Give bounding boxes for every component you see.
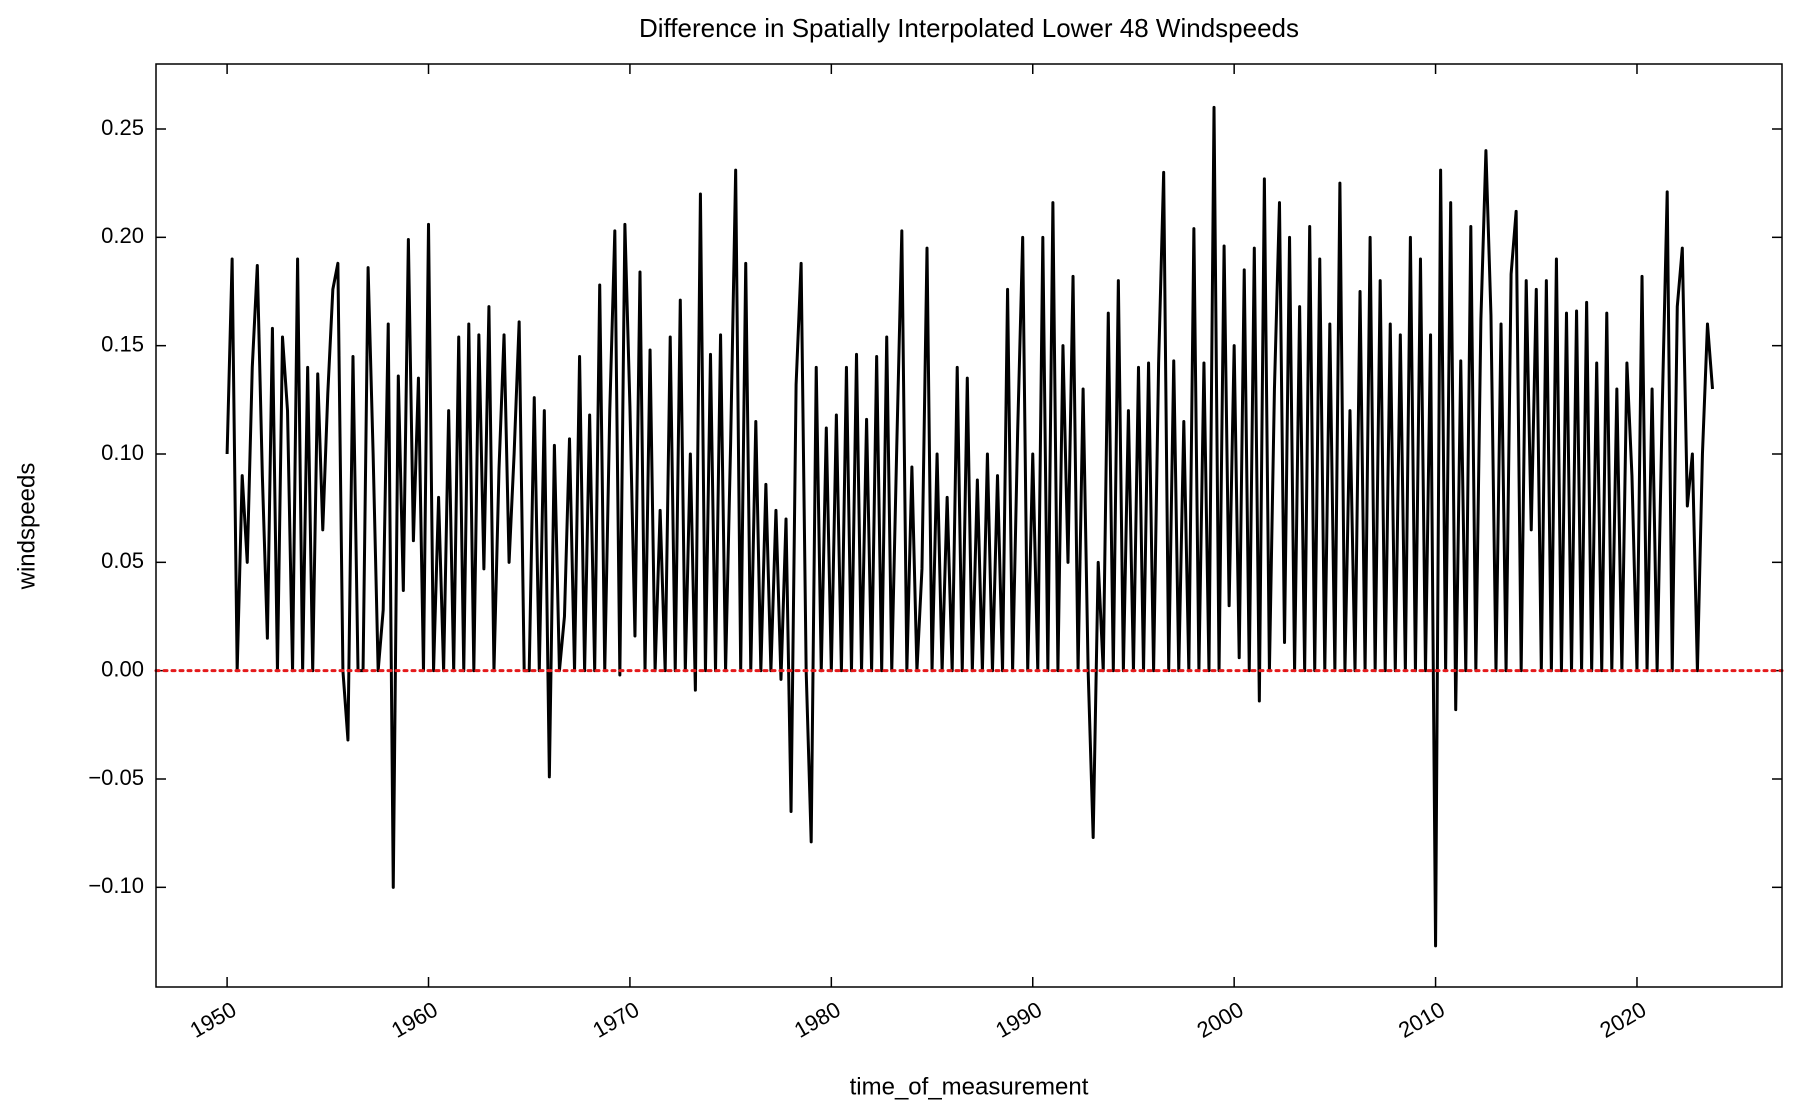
y-tick-label: −0.10 [88, 873, 144, 898]
x-tick-label: 1970 [588, 997, 643, 1043]
chart-title: Difference in Spatially Interpolated Low… [639, 13, 1299, 43]
x-axis-label: time_of_measurement [850, 1073, 1089, 1100]
y-tick-label: 0.15 [101, 331, 144, 356]
y-tick-label: 0.05 [101, 548, 144, 573]
x-tick-label: 1990 [991, 997, 1046, 1043]
y-tick-label: 0.00 [101, 656, 144, 681]
y-tick-label: −0.05 [88, 765, 144, 790]
y-tick-label: 0.25 [101, 115, 144, 140]
x-tick-label: 1980 [790, 997, 845, 1043]
y-tick-label: 0.20 [101, 223, 144, 248]
plot-frame [155, 63, 1783, 988]
y-axis-label: windspeeds [13, 463, 40, 591]
data-line [225, 105, 1715, 948]
x-tick-label: 2000 [1193, 997, 1248, 1043]
x-tick-label: 2010 [1394, 997, 1449, 1043]
x-tick-label: 2020 [1595, 997, 1650, 1043]
y-tick-label: 0.10 [101, 440, 144, 465]
x-tick-label: 1950 [186, 997, 241, 1043]
x-tick-label: 1960 [387, 997, 442, 1043]
